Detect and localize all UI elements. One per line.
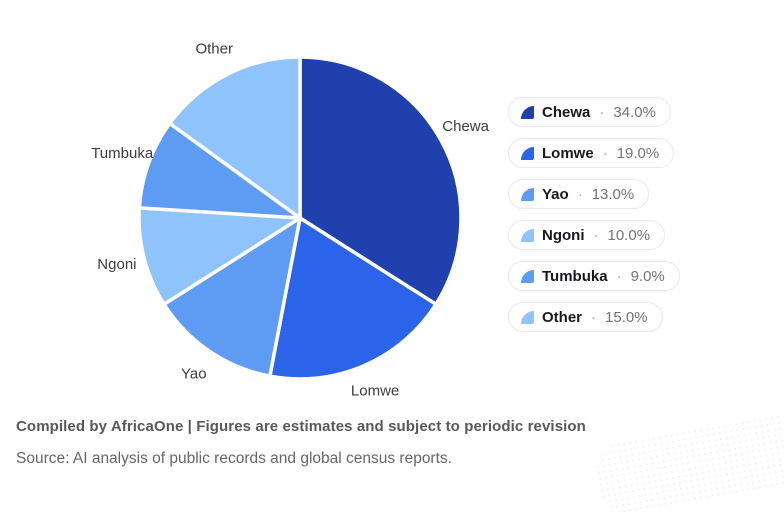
pie-slice-icon bbox=[521, 105, 534, 119]
legend-label: Yao bbox=[542, 185, 569, 203]
pie-slice-icon bbox=[521, 187, 534, 201]
pie-slice-other[interactable] bbox=[168, 55, 302, 220]
source-line: Source: AI analysis of public records an… bbox=[16, 450, 452, 467]
slice-label-tumbuka: Tumbuka bbox=[91, 145, 154, 162]
attribution-line: Compiled by AfricaOne | Figures are esti… bbox=[16, 418, 586, 435]
legend-value: 15.0% bbox=[605, 308, 648, 326]
slice-label-lomwe: Lomwe bbox=[351, 382, 399, 399]
chart-canvas: { "chart_data": { "type": "pie", "catego… bbox=[16, 40, 784, 518]
legend: Chewa · 34.0% Lomwe · 19.0% Yao · 13.0% … bbox=[508, 97, 680, 332]
slice-label-ngoni: Ngoni bbox=[97, 256, 136, 273]
legend-value: 34.0% bbox=[613, 103, 656, 121]
legend-label: Chewa bbox=[542, 103, 591, 121]
legend-value: 13.0% bbox=[591, 185, 635, 203]
legend-item-yao[interactable]: Yao · 13.0% bbox=[508, 179, 650, 209]
legend-label: Other bbox=[542, 308, 583, 326]
legend-item-other[interactable]: Other · 15.0% bbox=[508, 302, 663, 332]
dot-separator: · bbox=[599, 103, 605, 121]
pie-chart: Chewa Lomwe Yao Ngoni Tumbuka Other bbox=[91, 41, 489, 400]
pie-slice-icon bbox=[521, 228, 534, 242]
legend-item-chewa[interactable]: Chewa · 34.0% bbox=[508, 97, 671, 127]
legend-item-ngoni[interactable]: Ngoni · 10.0% bbox=[508, 220, 666, 250]
pie-slice-yao[interactable] bbox=[162, 216, 302, 378]
legend-label: Lomwe bbox=[542, 144, 594, 162]
pie-slice-icon bbox=[521, 269, 534, 283]
pie-slice-icon bbox=[521, 146, 534, 160]
legend-value: 10.0% bbox=[607, 226, 651, 244]
dot-separator: · bbox=[577, 185, 583, 203]
legend-label: Tumbuka bbox=[542, 267, 608, 285]
legend-value: 19.0% bbox=[616, 144, 660, 162]
dot-separator: · bbox=[591, 308, 597, 326]
legend-item-lomwe[interactable]: Lomwe · 19.0% bbox=[508, 138, 675, 168]
legend-value: 9.0% bbox=[630, 267, 665, 285]
pie-slice-ngoni[interactable] bbox=[137, 206, 302, 307]
pie-slice-icon bbox=[521, 310, 534, 324]
legend-item-tumbuka[interactable]: Tumbuka · 9.0% bbox=[508, 261, 680, 291]
slice-label-yao: Yao bbox=[181, 365, 207, 382]
dot-separator: · bbox=[616, 267, 622, 285]
slice-label-chewa: Chewa bbox=[442, 118, 489, 135]
dot-separator: · bbox=[593, 226, 599, 244]
slice-label-other: Other bbox=[195, 41, 233, 58]
pie-slice-lomwe[interactable] bbox=[268, 216, 438, 381]
dot-separator: · bbox=[602, 144, 608, 162]
pie-slice-tumbuka[interactable] bbox=[137, 121, 302, 220]
legend-label: Ngoni bbox=[542, 226, 585, 244]
